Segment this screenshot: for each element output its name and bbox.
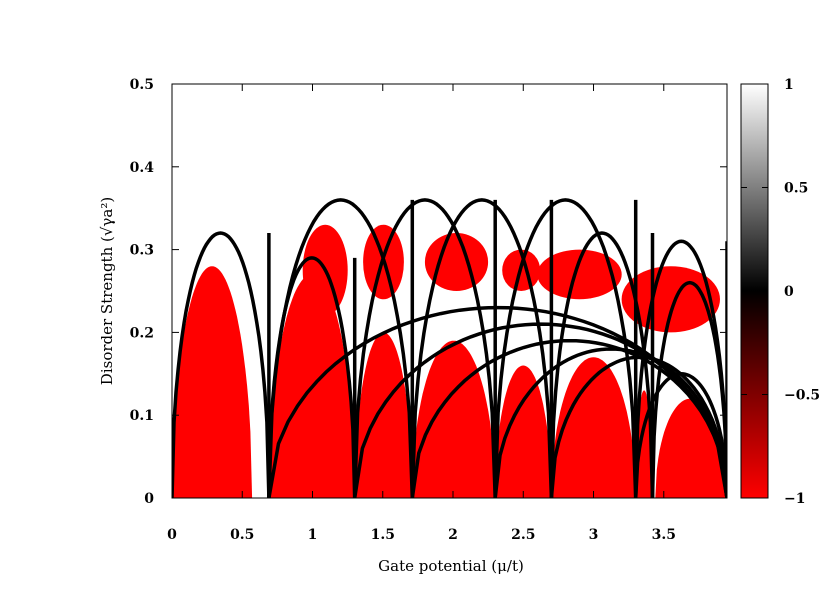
y-tick-label: 0.5 [130,77,154,93]
y-tick-label: 0.1 [130,408,154,424]
x-tick-label: 3.5 [652,527,676,543]
colorbar-tick-label: 0.5 [784,181,808,197]
x-tick-label: 0.5 [230,527,254,543]
topological-lobe-2 [354,332,413,498]
phase-boundary-layer [172,198,727,498]
phase-boundary-dome-0 [172,231,271,498]
topological-lobe-3 [412,340,496,498]
phase-boundary-dome-11 [410,338,727,498]
colorbar-tick-label: −1 [784,491,805,507]
phase-boundary-dome-8 [650,280,727,498]
topological-lobe-5 [551,357,636,498]
colorbar-ticks: 1 0.5 0 −0.5 −1 [741,77,820,507]
phase-boundary-dome-2 [267,198,415,498]
x-tick-label: 3 [589,527,599,543]
x-tick-label: 1.5 [371,527,395,543]
y-tick-label: 0.2 [130,325,154,341]
colorbar-tick-label: −0.5 [784,388,820,404]
phase-boundary-dome-3 [352,198,497,498]
y-tick-label: 0 [144,491,154,507]
topological-patch-5 [621,266,720,333]
y-tick-label: 0.4 [130,160,155,176]
x-tick-label: 0 [167,527,177,543]
x-tick-label: 2.5 [511,527,535,543]
x-axis-label: Gate potential (μ/t) [378,557,524,575]
plot-frame [171,83,728,499]
y-tick-label: 0.3 [130,243,154,259]
phase-boundary-dome-4 [410,198,554,498]
phase-boundary-dome-13 [549,355,727,498]
topological-lobe-4 [495,365,552,498]
x-tick-label: 1 [308,527,318,543]
topological-patch-4 [537,249,622,300]
x-axis-ticks: 0 0.5 1 1.5 2 2.5 3 3.5 [167,84,676,543]
topological-lobe-0 [172,266,253,498]
colorbar-tick-label: 1 [784,77,794,93]
y-axis-label: Disorder Strength (√γa²) [98,197,116,385]
colorbar-tick-label: 0 [784,284,794,300]
y-axis-ticks: 0 0.1 0.2 0.3 0.4 0.5 [130,77,727,507]
phase-boundary-dome-12 [493,347,727,498]
x-tick-label: 2 [448,527,458,543]
phase-boundary-dome-10 [352,322,727,498]
phase-boundary-dome-5 [493,198,638,498]
